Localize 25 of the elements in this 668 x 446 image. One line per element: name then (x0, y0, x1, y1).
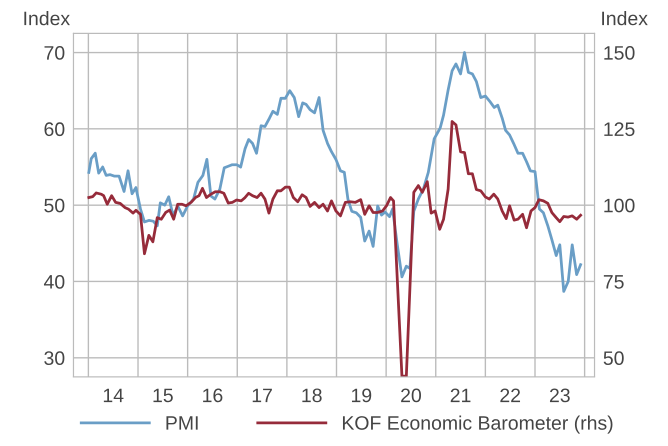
x-tick-label: 23 (550, 388, 570, 402)
y2-axis-title: Index (602, 11, 648, 26)
y-tick-label: 40 (44, 274, 64, 289)
x-tick-label: 18 (302, 388, 322, 402)
x-tick-label: 21 (450, 388, 470, 402)
x-tick-label: 17 (252, 388, 272, 402)
x-tick-label: 16 (203, 388, 222, 402)
y2-tick-label: 125 (604, 122, 634, 136)
y-axis-title: Index (24, 11, 70, 26)
y-tick-label: 30 (44, 351, 64, 366)
legend-label: PMI (166, 416, 198, 430)
y2-tick-label: 75 (604, 275, 624, 289)
x-tick-label: 14 (104, 388, 124, 402)
y2-tick-label: 50 (604, 351, 624, 366)
line-series (87, 120, 582, 377)
x-tick-label: 20 (401, 388, 421, 402)
x-tick-label: 19 (352, 388, 372, 402)
legend-label: KOF Economic Barometer (rhs) (342, 416, 612, 434)
x-tick-label: 22 (500, 388, 520, 402)
y2-tick-label: 150 (604, 46, 635, 60)
y-tick-label: 50 (44, 198, 64, 212)
x-tick-label: 15 (153, 388, 173, 402)
y-tick-label: 70 (44, 46, 64, 60)
y2-tick-label: 100 (604, 198, 635, 212)
y-tick-label: 60 (44, 122, 64, 136)
